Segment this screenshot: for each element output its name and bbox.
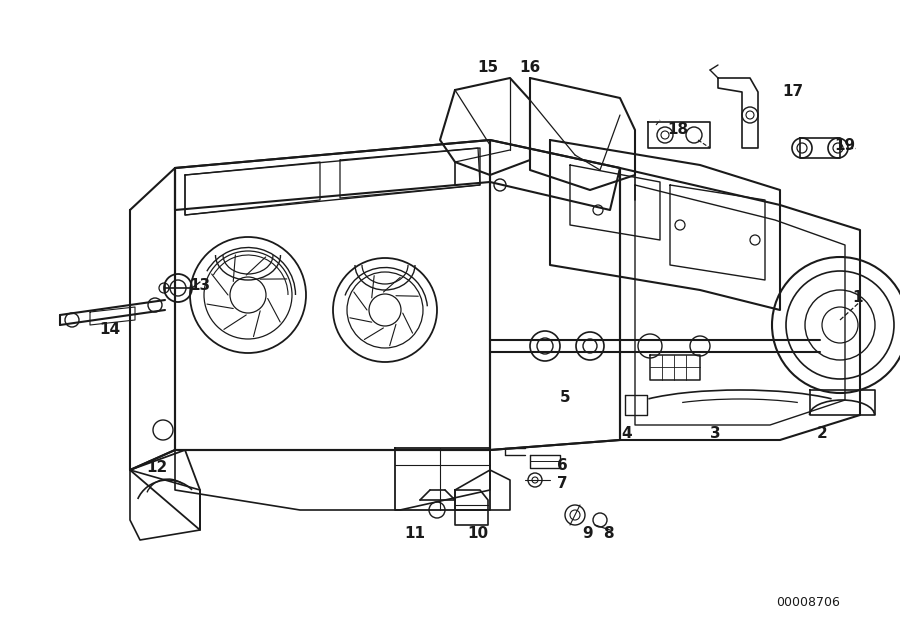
Text: 15: 15 [477,60,499,76]
Text: 4: 4 [622,425,633,441]
Text: 14: 14 [99,323,121,337]
Text: 6: 6 [556,458,567,474]
Text: 8: 8 [603,526,613,540]
Text: 00008706: 00008706 [776,596,840,610]
Text: 18: 18 [668,123,688,138]
Text: 3: 3 [710,425,720,441]
Text: 12: 12 [147,460,167,476]
Text: 10: 10 [467,526,489,540]
Text: 17: 17 [782,84,804,100]
Text: 16: 16 [519,60,541,76]
Text: 9: 9 [582,526,593,540]
Text: 19: 19 [834,138,856,152]
Text: 13: 13 [189,277,211,293]
Text: 2: 2 [816,425,827,441]
Text: 5: 5 [560,391,571,406]
Text: 7: 7 [557,476,567,491]
Text: 1: 1 [853,290,863,305]
Text: 11: 11 [404,526,426,540]
